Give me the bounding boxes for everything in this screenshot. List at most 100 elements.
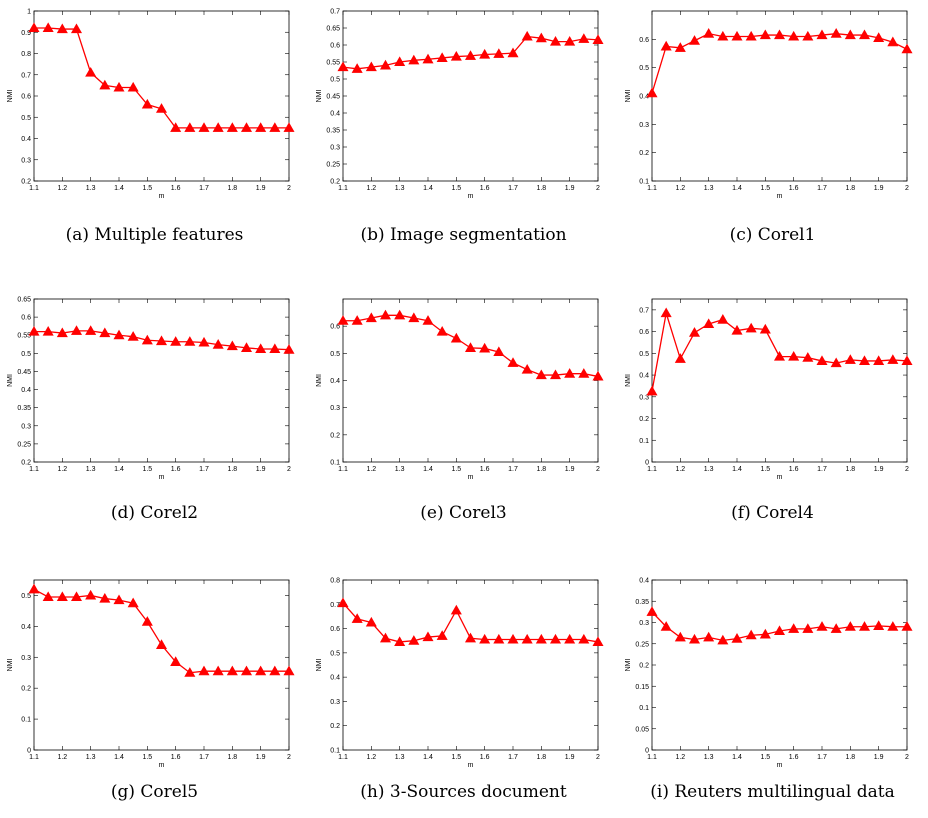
caption-d: (d) Corel2 <box>110 503 199 523</box>
data-point-marker <box>255 665 267 676</box>
y-tick-label: 0.6 <box>21 94 31 101</box>
x-axis-label: m <box>777 762 783 769</box>
x-tick-label: 1.5 <box>451 185 461 192</box>
y-tick-label: 0.55 <box>326 60 340 67</box>
y-axis-label: NMI <box>625 90 632 103</box>
caption-b: (b) Image segmentation <box>360 225 567 245</box>
data-point-marker <box>127 597 139 608</box>
data-point-marker <box>464 632 477 643</box>
y-tick-label: 0.3 <box>21 423 31 430</box>
y-tick-label: 0.6 <box>330 43 340 50</box>
data-point-marker <box>816 355 828 365</box>
chart-h: 0.1 0.2 0.3 0.4 0.5 0.6 0.7 0.8 1.1 1.2 1.3 1.4 1.5 1… <box>316 578 604 769</box>
y-tick-label: 0.1 <box>639 179 649 186</box>
data-point-marker <box>535 633 547 644</box>
x-tick-label: 1.7 <box>508 185 518 192</box>
x-tick-label: 1.6 <box>789 466 799 473</box>
data-point-marker <box>703 631 715 642</box>
data-point-marker <box>255 343 267 354</box>
y-tick-label: 0.2 <box>21 686 31 693</box>
data-point-marker <box>450 332 462 343</box>
y-tick-label: 0.3 <box>330 699 340 706</box>
y-tick-label: 0.6 <box>330 626 340 633</box>
chart-panel-e: 0.1 0.2 0.3 0.4 0.5 0.6 1.1 1.2 1.3 1.4 1.5 1.6 1.7 1… <box>309 272 618 544</box>
x-tick-label: 1.5 <box>760 754 770 761</box>
data-point-marker <box>337 61 349 72</box>
x-tick-label: 1.5 <box>142 185 152 192</box>
y-tick-label: 0.3 <box>639 394 649 401</box>
data-point-marker <box>717 30 729 41</box>
y-axis-label: NMI <box>7 659 14 672</box>
data-point-marker <box>283 344 295 354</box>
x-axis-label: m <box>159 474 165 481</box>
x-tick-label: 1.6 <box>171 185 181 192</box>
data-point-marker <box>436 630 448 640</box>
data-point-marker <box>422 315 434 325</box>
y-tick-label: 0.55 <box>17 333 31 340</box>
data-point-marker <box>901 43 913 54</box>
data-point-marker <box>703 318 715 329</box>
data-point-marker <box>759 323 771 334</box>
x-tick-label: 1.7 <box>817 185 827 192</box>
x-tick-label: 1.6 <box>171 466 181 473</box>
x-tick-label: 1.3 <box>86 185 96 192</box>
data-point-marker <box>70 23 83 34</box>
y-tick-label: 0.4 <box>330 378 340 385</box>
y-tick-label: 0.8 <box>330 578 340 585</box>
plot-frame <box>342 298 599 463</box>
x-tick-label: 2 <box>287 185 291 192</box>
x-tick-label: 1.3 <box>86 466 96 473</box>
data-point-marker <box>788 350 800 361</box>
plot-frame <box>33 298 290 463</box>
x-tick-label: 1.3 <box>704 466 714 473</box>
x-axis-label: m <box>468 193 474 200</box>
chart-g: 0 0.1 0.2 0.3 0.4 0.5 1.1 1.2 1.3 1.4 1.5 1.6 1.7 1.8… <box>7 579 295 769</box>
plot-frame <box>651 298 908 463</box>
x-tick-label: 1.2 <box>366 466 376 473</box>
caption-f: (f) Corel4 <box>731 503 814 523</box>
data-point-marker <box>450 604 462 615</box>
x-tick-label: 1.3 <box>395 466 405 473</box>
y-tick-label: 0.45 <box>17 369 31 376</box>
y-tick-label: 0.2 <box>639 150 649 157</box>
data-point-marker <box>240 665 253 676</box>
chart-e: 0.1 0.2 0.3 0.4 0.5 0.6 1.1 1.2 1.3 1.4 1.5 1.6 1.7 1… <box>316 298 604 481</box>
data-point-marker <box>464 50 477 60</box>
data-point-marker <box>521 364 533 374</box>
data-point-marker <box>113 81 125 92</box>
data-point-marker <box>170 656 182 666</box>
caption-a: (a) Multiple features <box>65 225 244 245</box>
y-tick-label: 0.1 <box>330 748 340 755</box>
data-point-marker <box>70 325 83 335</box>
x-tick-label: 2 <box>905 185 909 192</box>
x-tick-label: 1.1 <box>647 754 657 761</box>
data-point-marker <box>28 583 40 594</box>
data-point-marker <box>788 623 800 633</box>
chart-a: 0.2 0.3 0.4 0.5 0.6 0.7 0.8 0.9 1 1.1 1.2 1.3 1.4 1.5… <box>7 9 295 200</box>
data-point-marker <box>660 307 672 318</box>
data-point-marker <box>802 623 814 633</box>
data-point-marker <box>549 369 562 380</box>
chart-i: 0 0.05 0.1 0.15 0.2 0.25 0.3 0.35 0.4 1.1 1.2 1.3 1.… <box>625 578 913 769</box>
y-tick-label: 0.4 <box>21 624 31 631</box>
data-point-marker <box>394 636 406 646</box>
x-tick-label: 1.7 <box>508 754 518 761</box>
data-point-marker <box>578 368 590 378</box>
x-tick-label: 1.2 <box>57 185 67 192</box>
data-point-marker <box>269 665 281 676</box>
y-tick-label: 0.3 <box>639 122 649 129</box>
x-tick-label: 1.9 <box>256 754 266 761</box>
data-point-marker <box>549 35 562 46</box>
x-tick-label: 1.4 <box>423 466 433 473</box>
data-point-marker <box>507 633 519 644</box>
x-tick-label: 1.9 <box>256 185 266 192</box>
y-tick-label: 0.3 <box>21 157 31 164</box>
data-point-marker <box>493 633 505 644</box>
data-point-marker <box>592 370 604 381</box>
x-axis-label: m <box>159 193 165 200</box>
data-point-marker <box>394 309 406 320</box>
data-point-marker <box>56 591 68 602</box>
data-point-marker <box>549 633 562 644</box>
data-point-marker <box>759 628 771 639</box>
data-point-marker <box>255 122 267 132</box>
